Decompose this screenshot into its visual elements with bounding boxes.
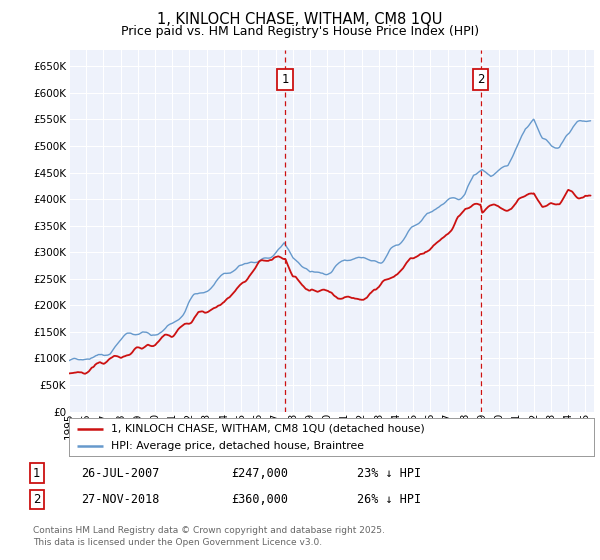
Text: 2: 2 — [477, 73, 484, 86]
Text: 26-JUL-2007: 26-JUL-2007 — [81, 466, 160, 480]
Text: 1: 1 — [33, 466, 41, 480]
Text: Price paid vs. HM Land Registry's House Price Index (HPI): Price paid vs. HM Land Registry's House … — [121, 25, 479, 38]
Text: 1, KINLOCH CHASE, WITHAM, CM8 1QU (detached house): 1, KINLOCH CHASE, WITHAM, CM8 1QU (detac… — [111, 423, 425, 433]
Text: 27-NOV-2018: 27-NOV-2018 — [81, 493, 160, 506]
Text: 26% ↓ HPI: 26% ↓ HPI — [357, 493, 421, 506]
Text: HPI: Average price, detached house, Braintree: HPI: Average price, detached house, Brai… — [111, 441, 364, 451]
Text: Contains HM Land Registry data © Crown copyright and database right 2025.
This d: Contains HM Land Registry data © Crown c… — [33, 526, 385, 547]
Text: £247,000: £247,000 — [231, 466, 288, 480]
Text: 1: 1 — [281, 73, 289, 86]
Text: 1, KINLOCH CHASE, WITHAM, CM8 1QU: 1, KINLOCH CHASE, WITHAM, CM8 1QU — [157, 12, 443, 27]
Text: 23% ↓ HPI: 23% ↓ HPI — [357, 466, 421, 480]
Text: £360,000: £360,000 — [231, 493, 288, 506]
Text: 2: 2 — [33, 493, 41, 506]
